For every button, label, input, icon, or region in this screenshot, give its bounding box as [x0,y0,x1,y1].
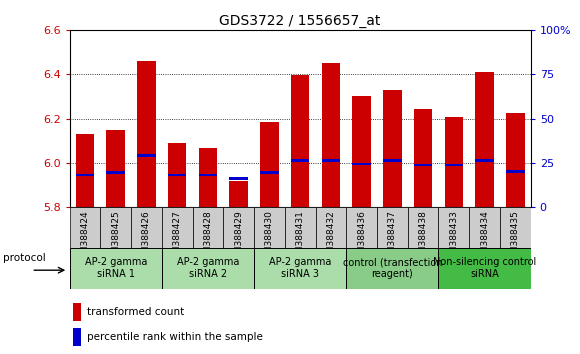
Bar [445,118,463,207]
Bar [107,130,125,207]
Bar [70,248,162,289]
Text: GSM388429: GSM388429 [234,210,243,265]
Text: GSM388434: GSM388434 [480,210,489,265]
Bar [199,148,217,207]
Bar [476,159,494,162]
Text: GSM388438: GSM388438 [419,210,427,265]
Bar [383,90,401,207]
Bar [199,173,217,176]
Text: GSM388432: GSM388432 [327,210,335,265]
Text: percentile rank within the sample: percentile rank within the sample [88,332,263,342]
Bar [70,207,100,248]
Bar [346,248,438,289]
Title: GDS3722 / 1556657_at: GDS3722 / 1556657_at [219,14,381,28]
Bar [438,207,469,248]
Bar [506,113,524,207]
Bar [316,207,346,248]
Bar [223,207,254,248]
Text: GSM388424: GSM388424 [81,210,89,265]
Bar [383,159,401,162]
Bar [137,154,155,156]
Text: GSM388428: GSM388428 [204,210,212,265]
Text: AP-2 gamma
siRNA 3: AP-2 gamma siRNA 3 [269,257,331,279]
Text: GSM388425: GSM388425 [111,210,120,265]
Bar [322,159,340,162]
Text: GSM388436: GSM388436 [357,210,366,265]
Bar [285,207,316,248]
Bar [73,303,81,321]
Bar [76,173,94,176]
Bar [414,109,432,207]
Text: Non-silencing control
siRNA: Non-silencing control siRNA [433,257,536,279]
Text: AP-2 gamma
siRNA 1: AP-2 gamma siRNA 1 [85,257,147,279]
Bar [260,171,278,174]
Bar [162,248,254,289]
Bar [168,173,186,176]
Bar [260,122,278,207]
Text: AP-2 gamma
siRNA 2: AP-2 gamma siRNA 2 [177,257,239,279]
Text: GSM388430: GSM388430 [265,210,274,265]
Bar [353,96,371,207]
Bar [414,164,432,166]
Bar [438,248,531,289]
Bar [230,177,248,180]
Bar [131,207,162,248]
Text: GSM388435: GSM388435 [511,210,520,265]
Bar [76,134,94,207]
Bar [500,207,531,248]
Text: transformed count: transformed count [88,307,184,317]
Bar [230,181,248,207]
Text: GSM388427: GSM388427 [173,210,182,265]
Text: GSM388426: GSM388426 [142,210,151,265]
Bar [137,61,155,207]
Bar [193,207,223,248]
Bar [168,143,186,207]
Bar [254,207,285,248]
Bar [254,248,346,289]
Bar [408,207,438,248]
Text: protocol: protocol [3,253,46,263]
Bar [107,171,125,174]
Text: control (transfection
reagent): control (transfection reagent) [343,257,442,279]
Bar [476,72,494,207]
Bar [377,207,408,248]
Bar [100,207,131,248]
Text: GSM388437: GSM388437 [388,210,397,265]
Bar [291,159,309,162]
Bar [346,207,377,248]
Bar [353,162,371,165]
Bar [469,207,500,248]
Bar [291,75,309,207]
Text: GSM388433: GSM388433 [450,210,458,265]
Bar [162,207,193,248]
Bar [445,164,463,166]
Bar [322,63,340,207]
Bar [73,327,81,346]
Text: GSM388431: GSM388431 [296,210,304,265]
Bar [506,170,524,173]
